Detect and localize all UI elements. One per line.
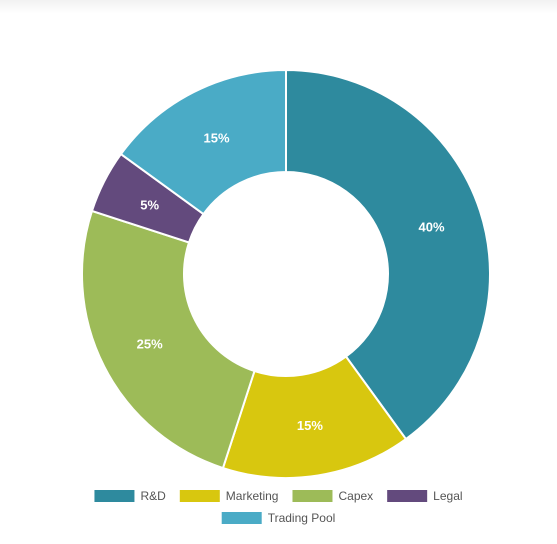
slice-label-trading-pool: 15% bbox=[204, 131, 230, 146]
legend-swatch-trading-pool bbox=[221, 512, 262, 524]
legend-item-legal[interactable]: Legal bbox=[387, 489, 463, 503]
legend-swatch-r-d bbox=[94, 490, 135, 502]
legend: R&D Marketing Capex Legal Trading Pool bbox=[94, 489, 463, 525]
labels-group: 40% 15% 25% 5% 15% bbox=[137, 131, 445, 433]
slice-r-d[interactable] bbox=[285, 68, 491, 441]
legend-label-r-d: R&D bbox=[140, 489, 166, 503]
legend-swatch-legal bbox=[387, 490, 428, 502]
legend-label-trading-pool: Trading Pool bbox=[268, 511, 336, 525]
slice-label-capex: 25% bbox=[137, 336, 163, 351]
slice-label-legal: 5% bbox=[140, 198, 159, 213]
legend-swatch-capex bbox=[292, 490, 333, 502]
top-fade bbox=[0, 0, 557, 14]
slice-label-r-d: 40% bbox=[418, 220, 444, 235]
legend-item-trading-pool[interactable]: Trading Pool bbox=[221, 511, 336, 525]
slice-capex[interactable] bbox=[81, 209, 256, 470]
slice-trading-pool[interactable] bbox=[119, 68, 287, 216]
legend-item-capex[interactable]: Capex bbox=[292, 489, 373, 503]
legend-item-r-d[interactable]: R&D bbox=[94, 489, 166, 503]
legend-label-capex: Capex bbox=[338, 489, 373, 503]
slices-group bbox=[81, 68, 491, 479]
slice-label-marketing: 15% bbox=[297, 418, 323, 433]
legend-label-legal: Legal bbox=[433, 489, 462, 503]
legend-swatch-marketing bbox=[179, 490, 220, 502]
slice-marketing[interactable] bbox=[221, 355, 408, 479]
legend-label-marketing: Marketing bbox=[226, 489, 279, 503]
legend-item-marketing[interactable]: Marketing bbox=[179, 489, 279, 503]
